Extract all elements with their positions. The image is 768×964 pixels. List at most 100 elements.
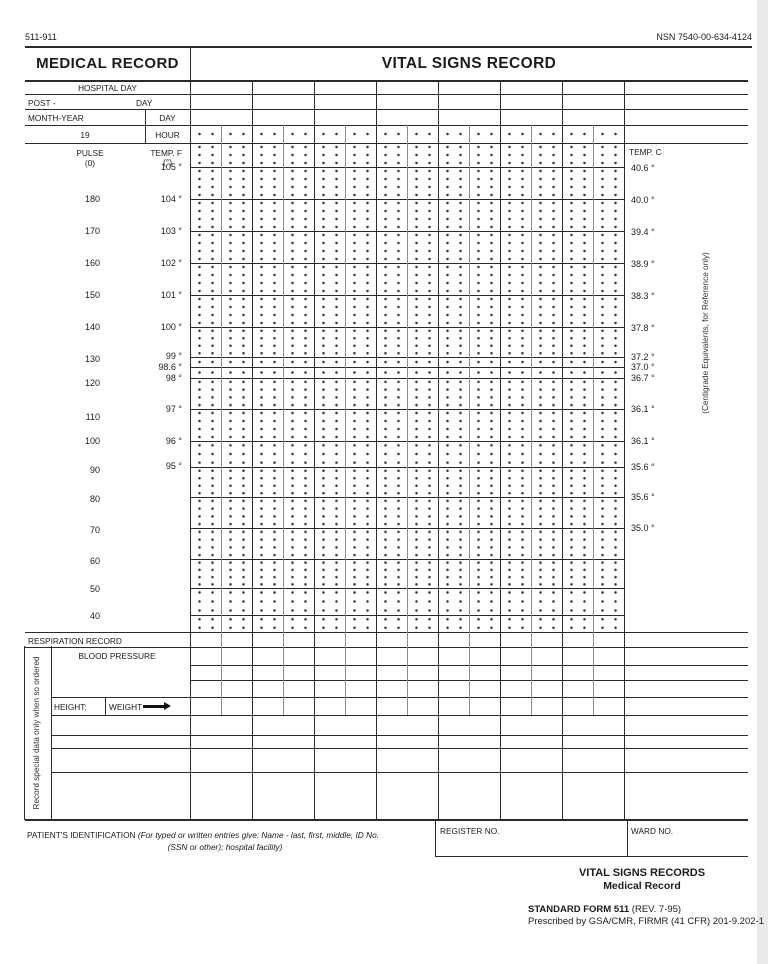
ward-no-label: WARD NO. [631,826,674,836]
temp-c-scale-label: 38.9 ° [631,259,655,269]
dot-band [190,409,624,441]
height-label: HEIGHT: [54,702,87,712]
grid-hline [51,697,748,698]
grid-hline [25,46,752,48]
post-day-label: DAY [136,98,153,108]
patient-id-label: PATIENT'S IDENTIFICATION [27,830,138,840]
pulse-scale-label: 50 [89,584,100,594]
grid-hline [51,735,748,736]
prescribed-by: Prescribed by GSA/CMR, FIRMR (41 CFR) 20… [528,916,764,927]
temp-f-scale-label: 96 ° [165,436,182,446]
dot-band [190,528,624,559]
temp-c-scale-label: 40.0 ° [631,195,655,205]
grid-vline [24,646,26,820]
patient-id-note1: (For typed or written entries give: Name… [137,830,379,840]
grid-hline [25,109,748,110]
pulse-scale-label: 70 [89,525,100,535]
temp-f-scale-label: 105 ° [160,162,182,172]
grid-hline [51,715,748,717]
temp-f-label: TEMP. F [150,148,182,158]
year-prefix: 19 [80,130,90,140]
dot-band [190,327,624,357]
grid-hline [51,772,748,774]
temp-f-sub-label: (°) [163,157,172,167]
temp-c-label: TEMP. C [629,147,662,157]
temp-c-scale-label: 38.3 ° [631,291,655,301]
pulse-scale-label: 160 [84,258,100,268]
grid-vline [51,646,52,820]
pulse-scale-label: 180 [84,194,100,204]
pulse-scale-label: 60 [89,556,100,566]
records-title: VITAL SIGNS RECORDS [578,867,706,879]
grid-hline [25,632,748,634]
dot-band [190,367,624,378]
form-revision: (REV. 7-95) [629,904,682,915]
pulse-scale-label: 150 [84,290,100,300]
centigrade-note: (Centigrade Equivalents, for Reference o… [701,252,710,414]
dot-band [190,497,624,528]
weight-arrow-icon [143,702,171,710]
pulse-scale-label: 170 [84,226,100,236]
temp-f-scale-label: 97 ° [165,404,182,414]
temp-f-scale-label: 102 ° [160,258,182,268]
records-subtitle: Medical Record [603,880,681,892]
grid-hline [25,819,748,821]
grid-vline [105,697,106,716]
dot-band [190,199,624,231]
grid-vline [624,80,626,819]
temp-c-scale-label: 35.6 ° [631,492,655,502]
pulse-scale-label: 130 [84,354,100,364]
medical-record-label: MEDICAL RECORD [36,55,179,72]
temp-c-scale-label: 37.8 ° [631,323,655,333]
grid-vline [145,109,146,143]
temp-c-scale-label: 40.6 ° [631,163,655,173]
temp-f-scale-label: 101 ° [160,290,182,300]
dot-band [190,263,624,295]
temp-f-scale-label: 103 ° [160,226,182,236]
blood-pressure-label: BLOOD PRESSURE [78,651,156,661]
nsn-number: NSN 7540-00-634-4124 [656,32,752,42]
grid-hline [25,80,748,82]
grid-hline [51,748,748,749]
hospital-day-label: HOSPITAL DAY [78,83,137,93]
pulse-label: PULSE [76,148,104,158]
dot-band [190,467,624,497]
dot-band [190,126,624,142]
dot-band [190,167,624,199]
pulse-scale-label: 110 [85,412,100,422]
temp-f-scale-label: 98 ° [165,373,182,383]
temp-f-scale-label: 100 ° [160,322,182,332]
dot-band [190,559,624,588]
form-title: VITAL SIGNS RECORD [381,55,557,72]
grid-hline [25,646,748,648]
hour-label: HOUR [155,130,180,140]
temp-c-scale-label: 36.1 ° [631,404,655,414]
day-label: DAY [159,113,176,123]
pulse-scale-label: 120 [84,378,100,388]
grid-hline [25,94,748,95]
pulse-sub-label: (0) [84,158,96,168]
dot-band [190,615,624,632]
dot-band [190,441,624,467]
temp-c-scale-label: 36.7 ° [631,373,655,383]
form-name: STANDARD FORM 511 [528,904,630,915]
weight-label: WEIGHT [109,702,143,712]
special-data-note: Record special data only when so ordered [32,656,41,810]
dot-band [190,231,624,263]
pulse-scale-label: 100 [84,436,100,446]
pulse-scale-label: 90 [89,465,100,475]
respiration-record-label: RESPIRATION RECORD [28,636,122,646]
pulse-scale-label: 140 [84,322,100,332]
temp-f-scale-label: 95 ° [165,461,182,471]
temp-c-scale-label: 37.2 ° [631,352,655,362]
grid-vline [627,819,629,857]
grid-vline [435,819,437,857]
post-label: POST - [28,98,56,108]
temp-c-scale-label: 36.1 ° [631,436,655,446]
page-edge [757,0,768,964]
doc-number: 511-911 [25,32,57,42]
grid-hline [25,125,748,126]
grid-hline [435,856,748,858]
dot-band [190,143,624,167]
temp-c-scale-label: 39.4 ° [631,227,655,237]
